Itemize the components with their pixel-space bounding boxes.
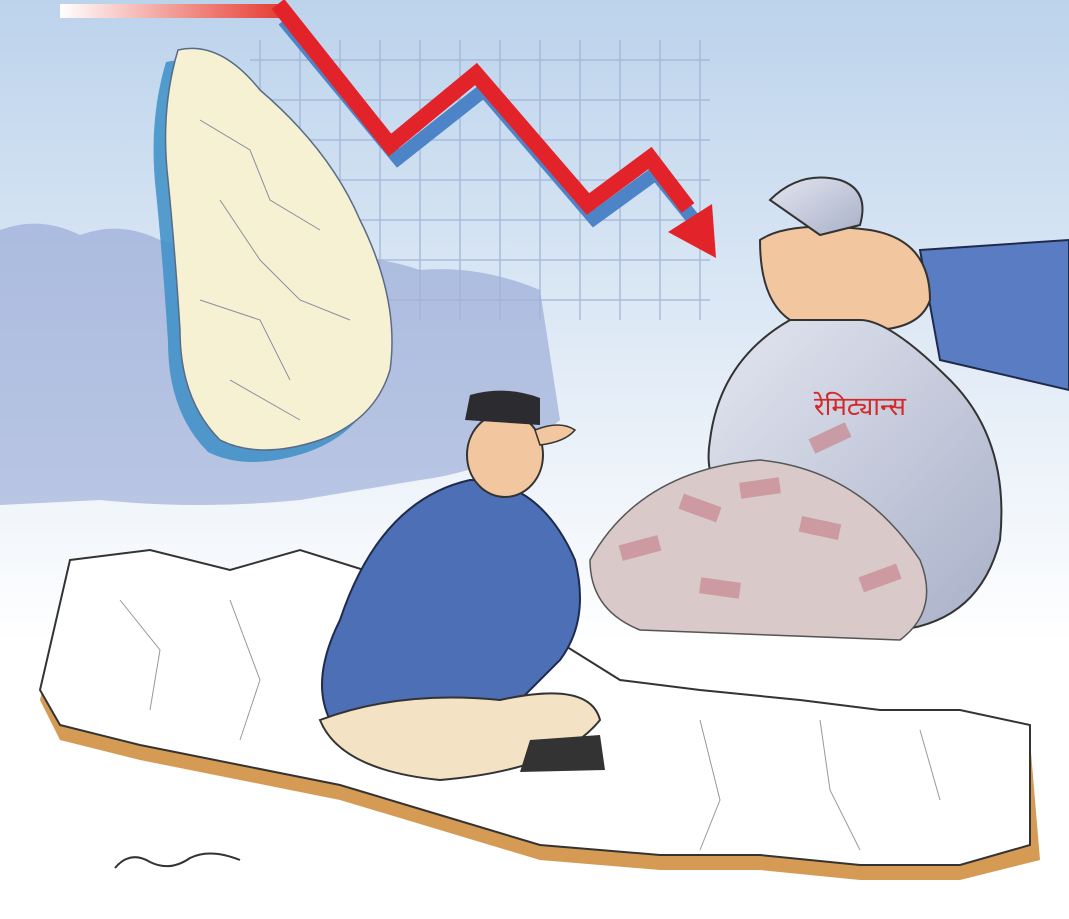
man-head [467, 413, 543, 497]
man-shoe [520, 735, 605, 772]
bag-label: रेमिट्यान्स [813, 391, 906, 422]
hand [760, 227, 930, 330]
top-bar [60, 4, 285, 18]
page: रेमिट्यान्स (() => { const data = JSON.p… [0, 0, 1069, 919]
man-hat [465, 391, 540, 425]
cartoon: रेमिट्यान्स [0, 0, 1069, 919]
